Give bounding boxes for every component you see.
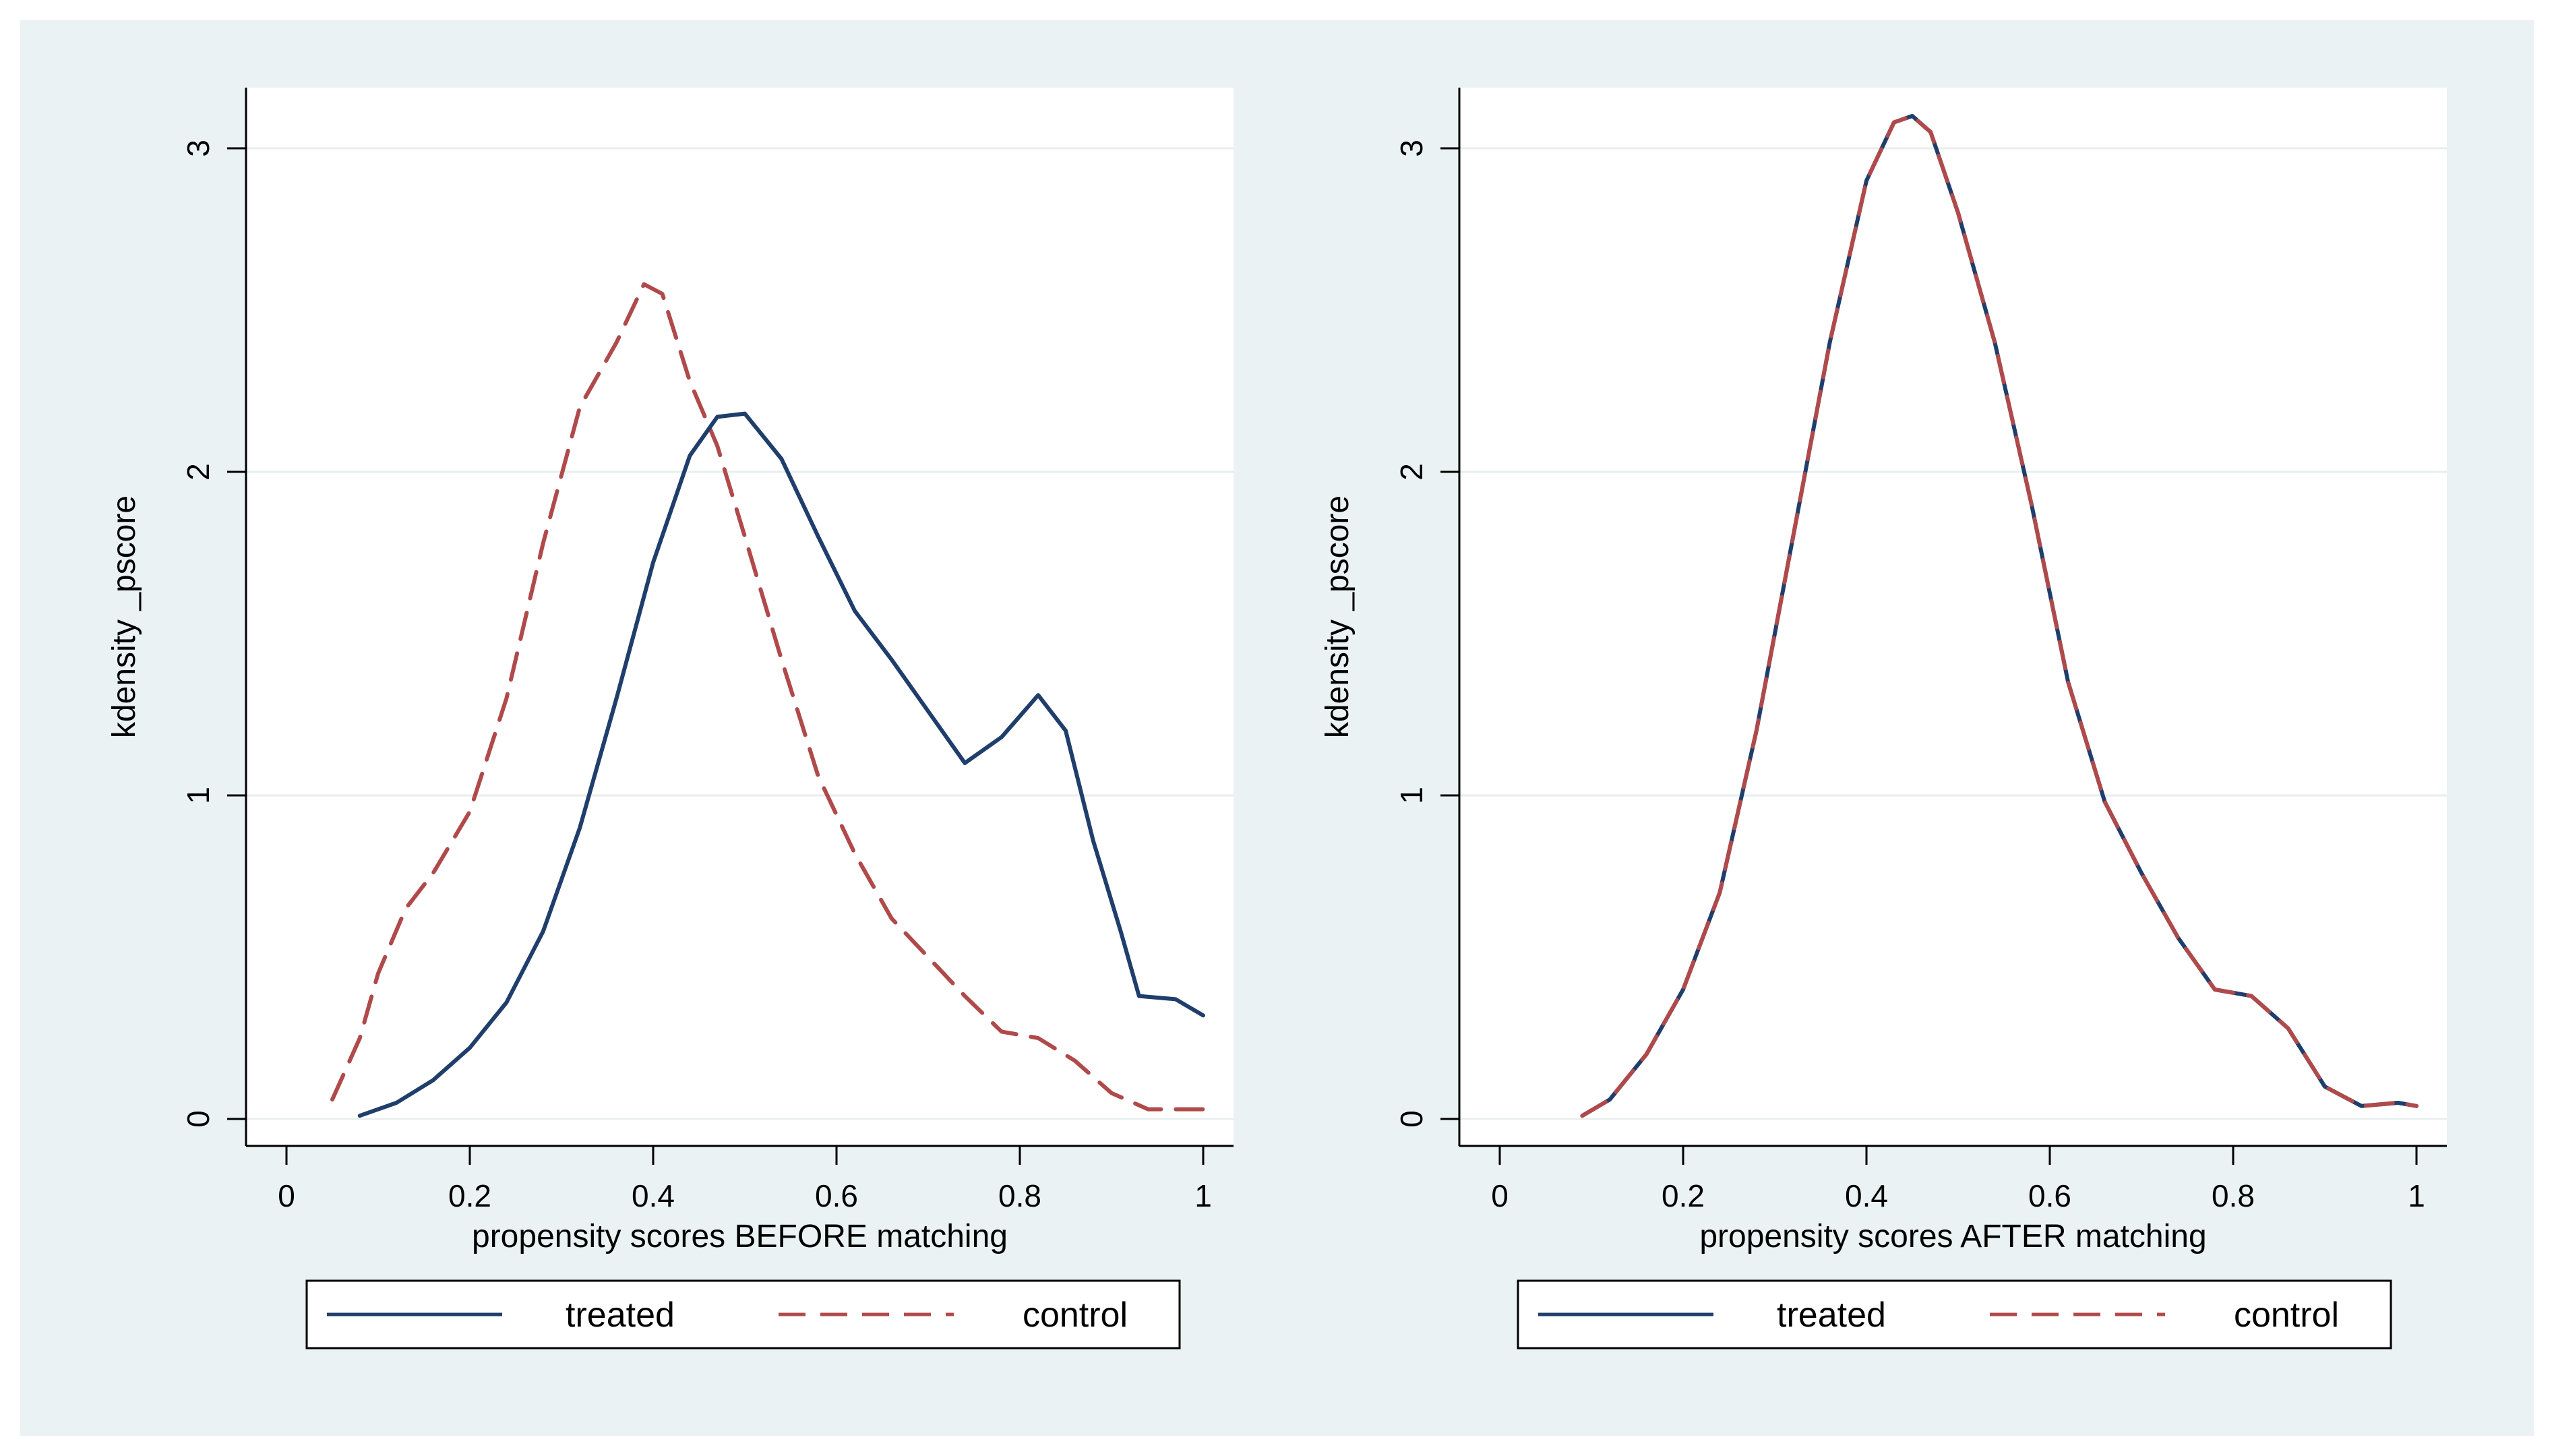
left-y-tick-label: 2	[181, 463, 216, 481]
left-series-line-control	[330, 282, 1205, 1112]
left-series-line-treated	[357, 411, 1205, 1118]
right-y-tick-label: 3	[1394, 140, 1429, 157]
left-x-axis-title: propensity scores BEFORE matching	[472, 1219, 1008, 1254]
left-y-tick-label: 1	[181, 787, 216, 804]
left-x-tick-label: 0	[278, 1178, 295, 1213]
right-legend-label-control: control	[2234, 1296, 2339, 1335]
right-x-tick-label: 0.6	[2028, 1178, 2071, 1213]
left-legend-label-control: control	[1023, 1296, 1128, 1335]
left-x-tick-label: 1	[1194, 1178, 1212, 1213]
right-series-line-control	[1580, 114, 2419, 1118]
right-x-tick-label: 0.4	[1845, 1178, 1888, 1213]
left-legend-label-treated: treated	[566, 1296, 675, 1335]
left-y-axis-title: kdensity _pscore	[107, 495, 142, 738]
right-x-tick-label: 1	[2408, 1178, 2425, 1213]
right-x-tick-label: 0.2	[1662, 1178, 1705, 1213]
left-plot-area	[246, 88, 1234, 1146]
right-x-tick-label: 0	[1491, 1178, 1509, 1213]
right-y-tick-label: 1	[1394, 787, 1429, 804]
right-y-tick-label: 0	[1394, 1110, 1429, 1128]
left-x-tick-label: 0.8	[998, 1178, 1041, 1213]
left-y-tick-label: 3	[181, 140, 216, 157]
right-y-tick-label: 2	[1394, 463, 1429, 481]
left-x-tick-label: 0.4	[632, 1178, 675, 1213]
right-x-tick-label: 0.8	[2212, 1178, 2255, 1213]
left-y-tick-label: 0	[181, 1110, 216, 1128]
left-chart: 0 1 2 3 0 0.2 0.4 0.6 0.8 1 propensity scores BEFO…	[107, 88, 1234, 1349]
right-chart: 0 1 2 3 0 0.2 0.4 0.6 0.8 1 propensity scores AFTE…	[1320, 88, 2447, 1349]
left-x-tick-label: 0.6	[815, 1178, 858, 1213]
right-y-axis-title: kdensity _pscore	[1320, 495, 1356, 738]
figure-background: 0 1 2 3 0 0.2 0.4 0.6 0.8 1 propensity scores BEFO…	[20, 20, 2534, 1436]
charts-canvas: 0 1 2 3 0 0.2 0.4 0.6 0.8 1 propensity scores BEFO…	[107, 88, 2447, 1349]
left-x-tick-label: 0.2	[448, 1178, 491, 1213]
right-x-axis-title: propensity scores AFTER matching	[1699, 1219, 2206, 1254]
right-legend-label-treated: treated	[1777, 1296, 1886, 1335]
right-plot-area	[1459, 88, 2447, 1146]
